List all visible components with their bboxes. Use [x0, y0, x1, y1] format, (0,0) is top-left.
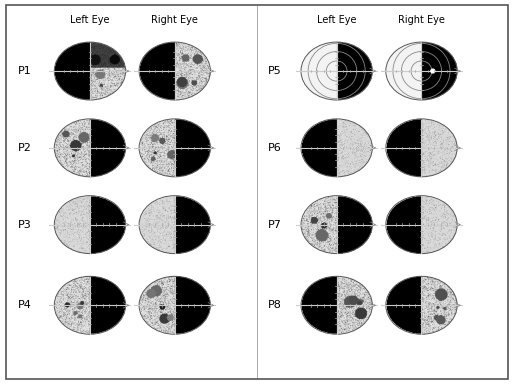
Text: P6: P6 [268, 143, 282, 153]
Circle shape [431, 69, 435, 73]
Text: P4: P4 [18, 300, 31, 310]
Text: P8: P8 [268, 300, 282, 310]
Text: Right Eye: Right Eye [398, 15, 445, 25]
Text: Left Eye: Left Eye [317, 15, 356, 25]
Text: P2: P2 [18, 143, 31, 153]
Text: Left Eye: Left Eye [70, 15, 109, 25]
Text: Right Eye: Right Eye [151, 15, 198, 25]
Text: P7: P7 [268, 220, 282, 230]
Text: P3: P3 [18, 220, 31, 230]
Text: P5: P5 [268, 66, 282, 76]
Text: P1: P1 [18, 66, 31, 76]
